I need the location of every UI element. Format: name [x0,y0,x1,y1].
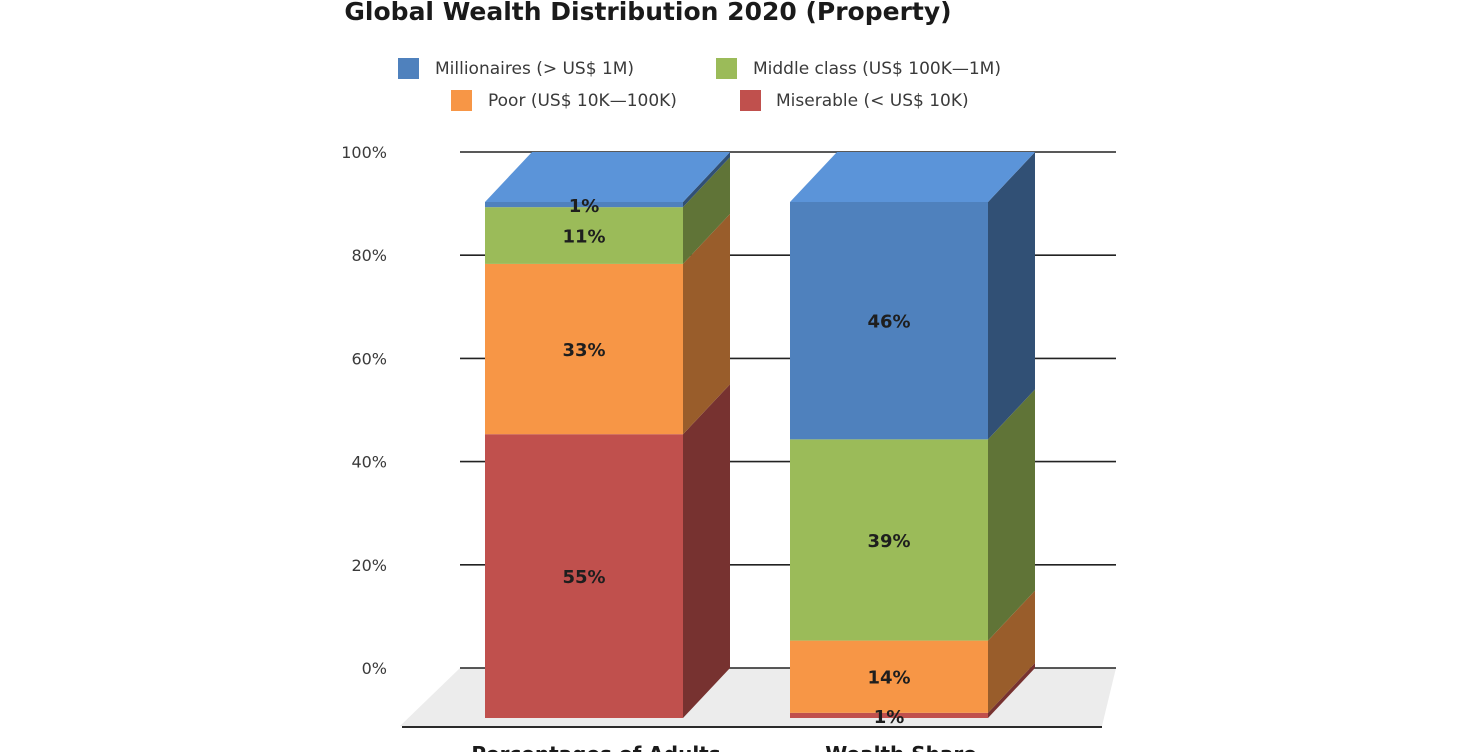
legend-entry-middle-class: Middle class (US$ 100K—1M) [716,58,1001,79]
data-label-percentages-of-adults-millionaires: 1% [569,196,600,217]
bar-stack-wealth-share [790,152,1035,718]
bar-segment-wealth-share-millionaires-side [988,152,1035,440]
y-tick-label: 80% [351,246,387,265]
bar-segment-wealth-share-poor-side [988,590,1035,713]
bar-segment-wealth-share-poor [790,640,988,713]
stacked-bars [485,152,1035,718]
legend-swatch-poor [451,90,472,111]
legend-entry-miserable: Miserable (< US$ 10K) [740,90,969,111]
data-label-wealth-share-millionaires: 46% [867,312,910,333]
category-label-wealth-share: Wealth Share [825,742,977,752]
bar-segment-percentages-of-adults-millionaires [485,202,683,208]
legend-label-miserable: Miserable (< US$ 10K) [776,91,969,111]
bar-top-wealth-share [790,152,1035,202]
data-label-wealth-share-miserable: 1% [874,707,905,728]
legend-label-poor: Poor (US$ 10K—100K) [488,91,677,111]
bar-segment-wealth-share-miserable-side [988,662,1035,718]
y-tick-label: 40% [351,453,387,472]
bar-segment-percentages-of-adults-middle [485,207,683,264]
legend: Millionaires (> US$ 1M) Middle class (US… [398,58,1001,111]
bar-top-percentages-of-adults [485,152,730,202]
bar-segment-percentages-of-adults-poor [485,263,683,435]
legend-label-middle-class: Middle class (US$ 100K—1M) [753,59,1001,79]
data-label-wealth-share-middle: 39% [867,531,910,552]
data-label-wealth-share-poor: 14% [867,668,910,689]
data-label-percentages-of-adults-poor: 33% [562,340,605,361]
chart-title: Global Wealth Distribution 2020 (Propert… [344,0,951,26]
category-label-percentages-of-adults: Percentages of Adults [471,742,720,752]
bar-segment-percentages-of-adults-poor-side [683,213,730,435]
bar-stack-percentages-of-adults [485,152,730,718]
legend-swatch-miserable [740,90,761,111]
bar-segment-percentages-of-adults-miserable-side [683,384,730,718]
y-tick-label: 20% [351,556,387,575]
data-label-percentages-of-adults-miserable: 55% [562,567,605,588]
bar-segment-percentages-of-adults-middle-side [683,157,730,264]
y-axis-ticks: 0% 20% 40% 60% 80% 100% [341,143,387,678]
legend-label-millionaires: Millionaires (> US$ 1M) [435,59,634,79]
y-tick-label: 60% [351,349,387,368]
bar-segment-wealth-share-middle-side [988,389,1035,641]
bar-segment-percentages-of-adults-miserable [485,434,683,718]
data-labels: 55% 33% 11% 1% 1% 14% 39% 46% [562,196,910,728]
y-tick-label: 100% [341,143,387,162]
bar-segment-wealth-share-middle [790,439,988,641]
bar-segment-wealth-share-millionaires [790,202,988,440]
bar-segment-wealth-share-miserable [790,712,988,718]
y-tick-label: 0% [362,659,387,678]
legend-entry-poor: Poor (US$ 10K—100K) [451,90,677,111]
category-labels: Percentages of Adults Wealth Share [471,742,976,752]
legend-swatch-millionaires [398,58,419,79]
data-label-percentages-of-adults-middle: 11% [562,227,605,248]
legend-entry-millionaires: Millionaires (> US$ 1M) [398,58,634,79]
bar-segment-percentages-of-adults-millionaires-side [683,152,730,208]
legend-swatch-middle-class [716,58,737,79]
